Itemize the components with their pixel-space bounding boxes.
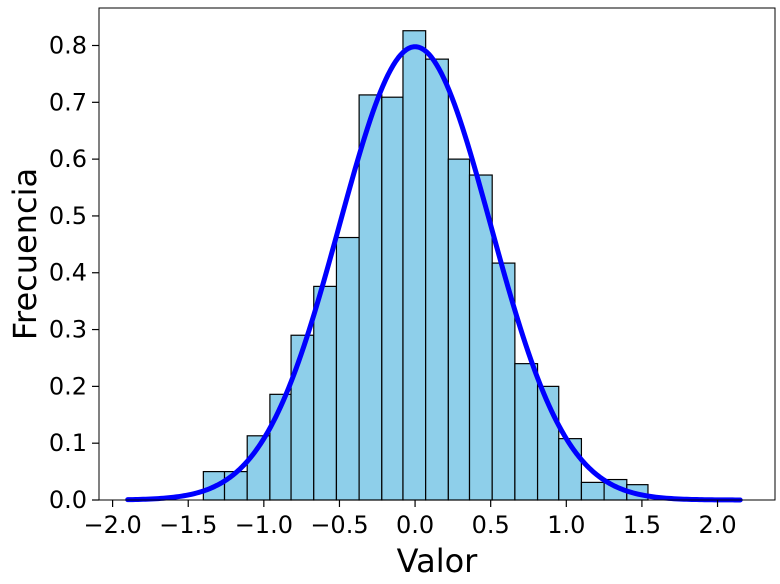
histogram-bar-14 <box>514 363 539 501</box>
y-tick-label: 0.8 <box>49 31 87 59</box>
x-tick-label: 2.0 <box>698 511 736 539</box>
y-tick-label: 0.7 <box>49 88 87 116</box>
x-tick-label: 0.5 <box>472 511 510 539</box>
histogram-bar-4 <box>290 334 315 501</box>
x-tick-label: 0.0 <box>396 511 434 539</box>
density-curve-layer <box>125 44 743 503</box>
histogram-bar-7 <box>358 94 383 501</box>
y-tick-label: 0.1 <box>49 429 87 457</box>
y-tick-label: 0.2 <box>49 372 87 400</box>
x-tick-label: −1.0 <box>235 511 293 539</box>
histogram-bar-8 <box>381 96 404 501</box>
x-axis-ticks: −2.0 −1.5 −1.0 −0.5 0.0 0.5 1.0 1.5 2.0 <box>83 500 737 539</box>
y-tick-label: 0.6 <box>49 145 87 173</box>
histogram-bar-9 <box>402 30 427 501</box>
plot-frame <box>98 7 776 501</box>
y-tick-label: 0.4 <box>49 259 87 287</box>
y-axis-ticks: 0.0 0.1 0.2 0.3 0.4 0.5 0.6 0.7 0.8 <box>49 31 99 514</box>
x-tick-label: 1.0 <box>547 511 585 539</box>
x-tick-label: −1.5 <box>159 511 217 539</box>
histogram-bar-6 <box>335 236 360 501</box>
y-tick-label: 0.3 <box>49 316 87 344</box>
histogram-bar-10 <box>425 58 449 501</box>
y-tick-label: 0.0 <box>49 486 87 514</box>
histogram-bar-11 <box>447 158 471 501</box>
x-axis-label: Valor <box>397 542 478 580</box>
x-tick-label: −2.0 <box>83 511 141 539</box>
y-axis-label: Frecuencia <box>6 168 44 340</box>
y-tick-label: 0.5 <box>49 202 87 230</box>
x-tick-label: 1.5 <box>623 511 661 539</box>
histogram-bar-17 <box>580 481 605 501</box>
histogram-bar-5 <box>313 285 338 501</box>
density-curve <box>125 44 743 503</box>
x-tick-label: −0.5 <box>310 511 368 539</box>
